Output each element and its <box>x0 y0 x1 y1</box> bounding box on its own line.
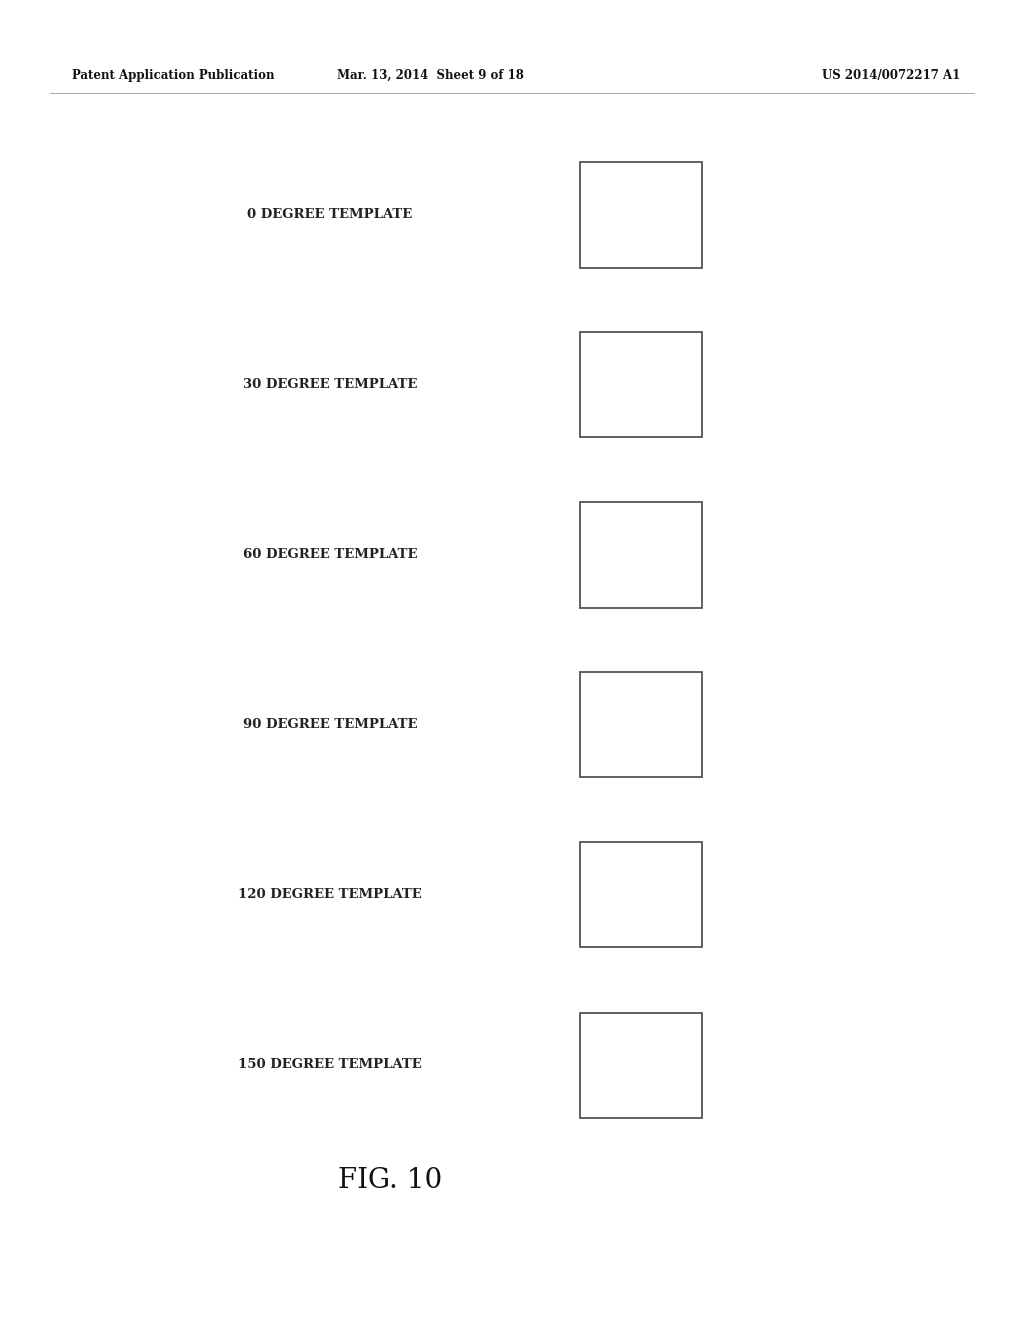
Text: 90 DEGREE TEMPLATE: 90 DEGREE TEMPLATE <box>243 718 417 731</box>
Text: 0 DEGREE TEMPLATE: 0 DEGREE TEMPLATE <box>248 209 413 222</box>
Bar <box>580 162 702 268</box>
Bar <box>580 1012 702 1118</box>
Bar <box>580 842 702 948</box>
Text: FIG. 10: FIG. 10 <box>338 1167 442 1193</box>
Text: 120 DEGREE TEMPLATE: 120 DEGREE TEMPLATE <box>239 888 422 902</box>
Text: Mar. 13, 2014  Sheet 9 of 18: Mar. 13, 2014 Sheet 9 of 18 <box>337 69 523 82</box>
Bar <box>580 333 702 437</box>
Text: Patent Application Publication: Patent Application Publication <box>72 69 274 82</box>
Text: 60 DEGREE TEMPLATE: 60 DEGREE TEMPLATE <box>243 549 417 561</box>
Text: 30 DEGREE TEMPLATE: 30 DEGREE TEMPLATE <box>243 379 417 392</box>
Bar <box>580 672 702 777</box>
Text: US 2014/0072217 A1: US 2014/0072217 A1 <box>821 69 961 82</box>
Bar <box>580 503 702 607</box>
Text: 150 DEGREE TEMPLATE: 150 DEGREE TEMPLATE <box>239 1059 422 1072</box>
